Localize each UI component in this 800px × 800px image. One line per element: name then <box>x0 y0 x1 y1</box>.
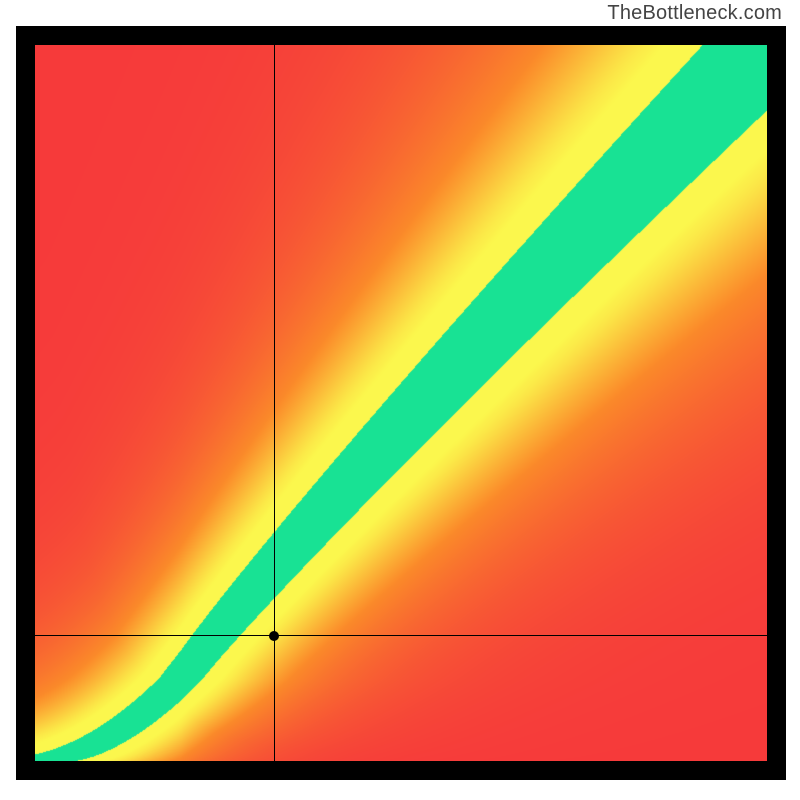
crosshair-vertical <box>274 45 275 761</box>
crosshair-horizontal <box>35 635 767 636</box>
watermark-text: TheBottleneck.com <box>607 2 782 25</box>
bottleneck-heatmap <box>35 45 767 761</box>
root-container: TheBottleneck.com <box>0 0 800 800</box>
